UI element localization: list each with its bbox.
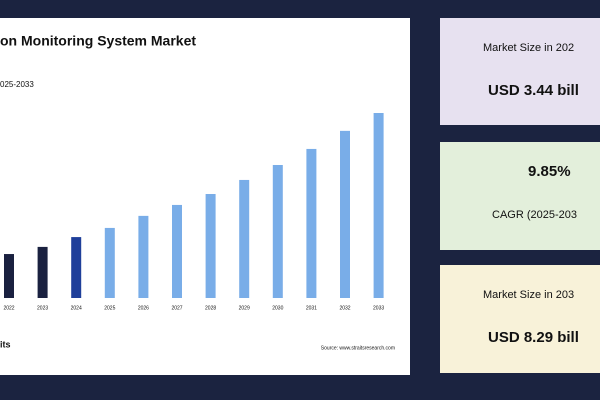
bar — [239, 179, 250, 298]
card-label: Market Size in 202 — [483, 42, 574, 54]
chart-title: on Monitoring System Market — [0, 33, 196, 49]
card-value: 9.85% — [528, 163, 571, 180]
x-tick-label: 2031 — [306, 305, 317, 311]
x-tick-label: 2030 — [272, 305, 283, 311]
bar — [172, 204, 182, 298]
x-tick-label: 2027 — [171, 305, 182, 311]
stat-card — [440, 18, 600, 125]
bar — [4, 254, 14, 298]
x-tick-label: 2032 — [339, 305, 350, 311]
bar — [340, 130, 350, 298]
bar — [37, 246, 48, 298]
x-tick-label: 2025 — [104, 305, 115, 311]
bar — [205, 194, 216, 298]
x-tick-label: 2029 — [239, 305, 250, 311]
stat-card — [440, 265, 600, 373]
x-tick-label: 2022 — [3, 305, 14, 311]
x-tick-label: 2028 — [205, 305, 216, 311]
bar — [138, 215, 149, 298]
x-tick-label: 2026 — [138, 305, 149, 311]
x-tick-label: 2033 — [373, 305, 384, 311]
card-value: USD 8.29 bill — [488, 329, 579, 346]
bar — [71, 237, 82, 298]
source: Source: www.straitsresearch.com — [321, 345, 395, 351]
x-tick-label: 2024 — [71, 305, 82, 311]
bar — [306, 148, 317, 298]
stat-card — [440, 142, 600, 250]
bar — [104, 227, 115, 298]
card-value: USD 3.44 bill — [488, 82, 579, 99]
x-tick-label: 2023 — [37, 305, 48, 311]
bar — [272, 164, 283, 298]
chart-subtitle: 025-2033 — [0, 80, 34, 89]
card-label: CAGR (2025-203 — [492, 209, 577, 221]
logo: its — [0, 339, 11, 349]
bar — [373, 113, 384, 298]
card-label: Market Size in 203 — [483, 289, 574, 301]
